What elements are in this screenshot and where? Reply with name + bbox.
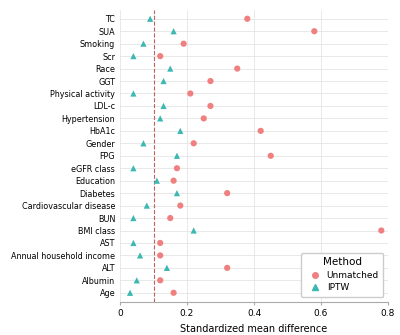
Point	[224, 265, 230, 271]
Point	[311, 28, 318, 34]
Point	[174, 153, 180, 158]
Point	[170, 290, 177, 295]
Point	[174, 165, 180, 171]
Point	[157, 54, 163, 59]
Point	[130, 240, 137, 246]
Point	[160, 78, 167, 84]
Point	[258, 128, 264, 134]
Point	[378, 228, 384, 233]
Point	[130, 165, 137, 171]
Point	[207, 78, 214, 84]
Point	[167, 66, 174, 71]
Point	[160, 103, 167, 109]
Point	[157, 116, 163, 121]
Point	[164, 265, 170, 271]
Point	[190, 228, 197, 233]
Point	[207, 103, 214, 109]
Point	[174, 191, 180, 196]
Point	[177, 203, 184, 208]
Point	[147, 16, 153, 21]
Point	[157, 253, 163, 258]
Point	[140, 41, 147, 46]
Point	[177, 128, 184, 134]
Point	[137, 253, 143, 258]
Point	[167, 215, 174, 221]
Legend: Unmatched, IPTW: Unmatched, IPTW	[302, 253, 384, 297]
Point	[268, 153, 274, 158]
Point	[170, 178, 177, 183]
Point	[130, 54, 137, 59]
Point	[244, 16, 250, 21]
Point	[130, 215, 137, 221]
Point	[140, 141, 147, 146]
Point	[224, 191, 230, 196]
Point	[180, 41, 187, 46]
Point	[170, 28, 177, 34]
Point	[190, 141, 197, 146]
Point	[134, 278, 140, 283]
Point	[187, 91, 194, 96]
Point	[234, 66, 240, 71]
Point	[127, 290, 133, 295]
Point	[157, 240, 163, 246]
Point	[154, 178, 160, 183]
Point	[144, 203, 150, 208]
X-axis label: Standardized mean difference: Standardized mean difference	[180, 324, 328, 334]
Point	[157, 278, 163, 283]
Point	[130, 91, 137, 96]
Point	[200, 116, 207, 121]
